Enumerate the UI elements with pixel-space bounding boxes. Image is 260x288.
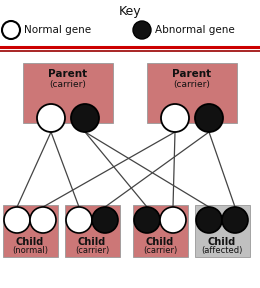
Circle shape: [196, 207, 222, 233]
Text: Child: Child: [146, 237, 174, 247]
Text: (carrier): (carrier): [75, 247, 109, 255]
Text: Child: Child: [78, 237, 106, 247]
Circle shape: [2, 21, 20, 39]
Circle shape: [4, 207, 30, 233]
Text: Key: Key: [119, 5, 141, 18]
Circle shape: [134, 207, 160, 233]
Text: (affected): (affected): [201, 247, 243, 255]
Text: Parent: Parent: [48, 69, 88, 79]
Text: Child: Child: [208, 237, 236, 247]
Text: Parent: Parent: [172, 69, 212, 79]
FancyBboxPatch shape: [194, 205, 250, 257]
Circle shape: [30, 207, 56, 233]
Text: (carrier): (carrier): [50, 79, 86, 88]
Text: (carrier): (carrier): [174, 79, 210, 88]
FancyBboxPatch shape: [3, 205, 57, 257]
FancyBboxPatch shape: [23, 63, 113, 123]
Circle shape: [66, 207, 92, 233]
FancyBboxPatch shape: [147, 63, 237, 123]
Circle shape: [71, 104, 99, 132]
Circle shape: [222, 207, 248, 233]
Circle shape: [161, 104, 189, 132]
Text: (normal): (normal): [12, 247, 48, 255]
Text: (carrier): (carrier): [143, 247, 177, 255]
Circle shape: [195, 104, 223, 132]
FancyBboxPatch shape: [64, 205, 120, 257]
Circle shape: [92, 207, 118, 233]
Circle shape: [37, 104, 65, 132]
Circle shape: [133, 21, 151, 39]
Circle shape: [160, 207, 186, 233]
FancyBboxPatch shape: [133, 205, 187, 257]
Text: Normal gene: Normal gene: [24, 25, 91, 35]
Text: Abnormal gene: Abnormal gene: [155, 25, 235, 35]
Text: Child: Child: [16, 237, 44, 247]
